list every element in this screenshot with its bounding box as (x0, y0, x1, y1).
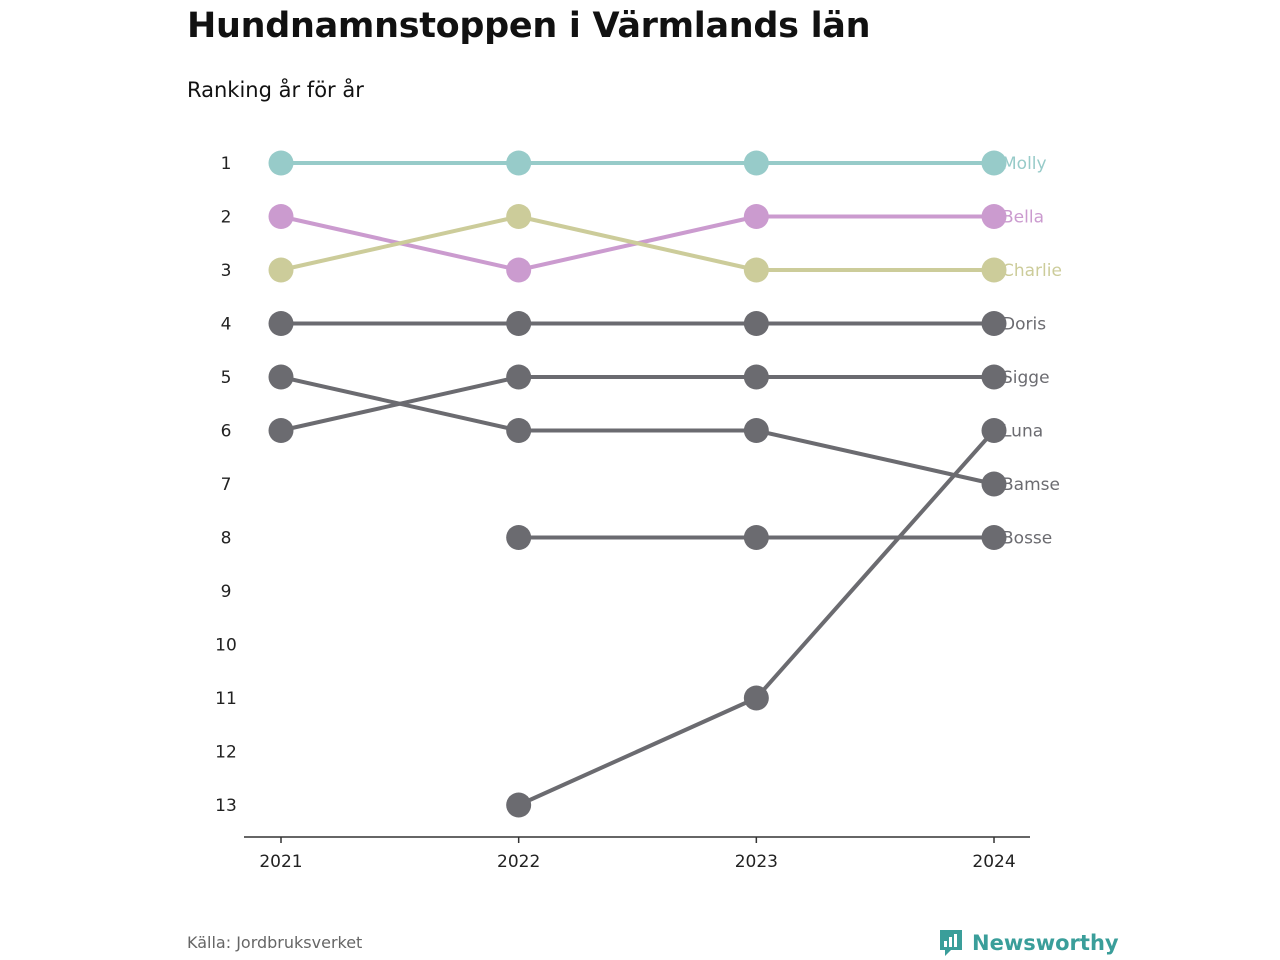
y-tick-label: 6 (221, 422, 232, 442)
y-tick-label: 3 (221, 261, 232, 281)
x-tick-label: 2024 (972, 852, 1015, 872)
data-point (506, 204, 532, 229)
y-tick-label: 9 (221, 582, 232, 602)
series-end-label: Doris (1002, 315, 1046, 335)
source-note: Källa: Jordbruksverket (187, 933, 363, 952)
series-layer: Doris Sigge Luna Bamse Bosse Molly Bella Charli… (268, 150, 1062, 818)
data-point (743, 257, 769, 283)
series-line (280, 375, 995, 433)
y-tick-label: 4 (221, 315, 232, 335)
y-tick-label: 13 (215, 796, 237, 816)
series-doris: Doris (268, 311, 1046, 336)
y-tick-label: 5 (221, 368, 232, 388)
newsworthy-logo-icon (940, 930, 962, 956)
data-point (506, 525, 532, 550)
series-end-label: Bamse (1002, 475, 1060, 495)
series-end-label: Charlie (1002, 261, 1062, 281)
data-point (743, 150, 769, 176)
data-point (506, 418, 532, 443)
data-point (981, 525, 1007, 550)
y-tick-label: 1 (221, 154, 232, 174)
y-tick-label: 12 (215, 743, 237, 763)
brand-logo: Newsworthy (938, 928, 1119, 958)
data-point (743, 418, 769, 443)
data-point (743, 525, 769, 550)
chart-title: Hundnamnstoppen i Värmlands län (187, 6, 871, 46)
series-charlie: Charlie (268, 204, 1062, 283)
series-end-label: Sigge (1002, 368, 1050, 388)
y-tick-label: 11 (215, 689, 237, 709)
series-end-label: Bosse (1002, 529, 1052, 549)
data-point (268, 150, 294, 176)
data-point (268, 418, 294, 443)
y-tick-label: 10 (215, 636, 237, 656)
data-point (506, 364, 532, 390)
series-end-label: Bella (1002, 208, 1044, 228)
data-point (268, 311, 294, 336)
series-line (280, 214, 995, 272)
x-axis: 2021 2022 2023 2024 (244, 836, 1030, 872)
series-luna: Luna (506, 418, 1043, 818)
data-point (981, 418, 1007, 443)
series-bamse: Bamse (268, 364, 1060, 497)
series-end-label: Molly (1002, 154, 1047, 174)
data-point (268, 257, 294, 283)
data-point (981, 311, 1007, 336)
series-molly: Molly (268, 150, 1047, 176)
x-tick-label: 2022 (497, 852, 540, 872)
series-end-label: Luna (1002, 422, 1043, 442)
series-bosse: Bosse (506, 525, 1052, 550)
data-point (268, 204, 294, 229)
brand-name: Newsworthy (972, 931, 1119, 955)
series-line (517, 429, 996, 807)
chart-subtitle: Ranking år för år (187, 78, 364, 102)
y-tick-label: 8 (221, 529, 232, 549)
data-point (268, 364, 294, 390)
data-point (981, 204, 1007, 229)
data-point (506, 150, 532, 176)
data-point (506, 792, 532, 818)
y-tick-label: 2 (221, 208, 232, 228)
series-line (280, 375, 995, 486)
data-point (506, 257, 532, 283)
y-tick-label: 7 (221, 475, 232, 495)
data-point (506, 311, 532, 336)
data-point (981, 150, 1007, 176)
data-point (981, 364, 1007, 390)
data-point (743, 364, 769, 390)
data-point (981, 471, 1007, 497)
data-point (743, 204, 769, 229)
data-point (981, 257, 1007, 283)
x-tick-label: 2023 (735, 852, 778, 872)
x-tick-label: 2021 (259, 852, 302, 872)
data-point (743, 311, 769, 336)
data-point (743, 685, 769, 711)
